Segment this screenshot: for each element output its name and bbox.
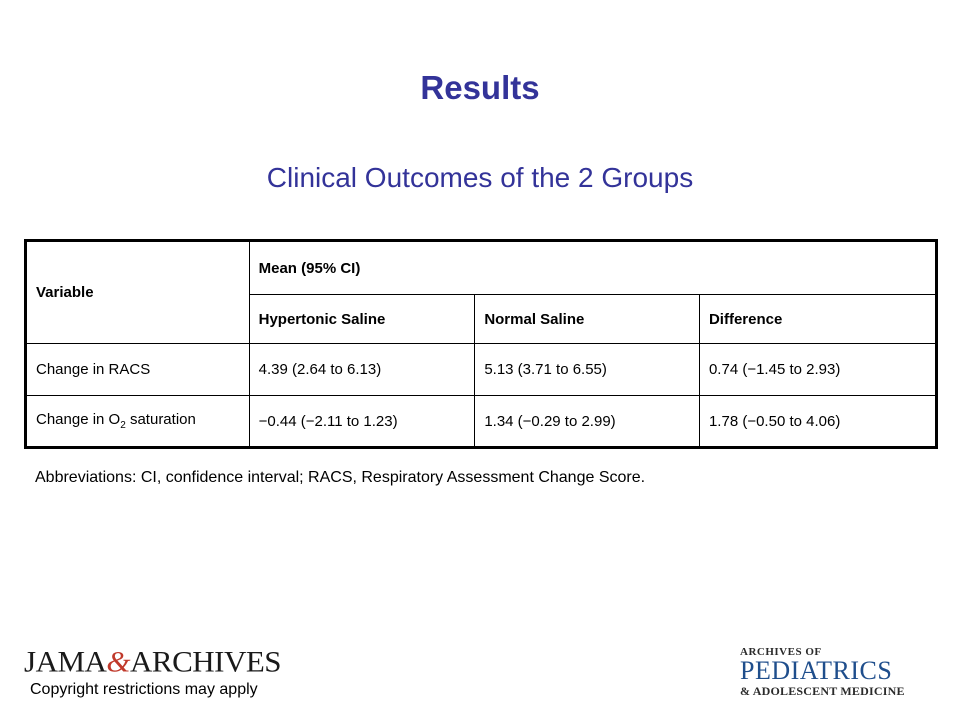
variable-label-rest: saturation bbox=[125, 411, 196, 428]
mean-ci-header: Mean (95% CI) bbox=[248, 240, 938, 295]
table-header-row: Variable Mean (95% CI) bbox=[25, 240, 938, 344]
journal-logo-bottom: & ADOLESCENT MEDICINE bbox=[740, 684, 905, 698]
hypertonic-saline-value: −0.44 (−2.11 to 1.23) bbox=[248, 395, 476, 448]
journal-logo: ARCHIVES OF PEDIATRICS & ADOLESCENT MEDI… bbox=[740, 646, 945, 698]
variable-label: Change in O bbox=[36, 411, 121, 428]
table-subheader-row: Hypertonic Saline Normal Saline Differen… bbox=[26, 294, 938, 344]
slide-subtitle: Clinical Outcomes of the 2 Groups bbox=[266, 162, 694, 193]
column-header-normal-saline: Normal Saline bbox=[474, 294, 700, 344]
copyright-notice: Copyright restrictions may apply bbox=[30, 681, 258, 698]
variable-cell: Change in O2 saturation bbox=[25, 395, 250, 448]
logo-text-archives: ARCHIVES bbox=[130, 645, 282, 679]
difference-value: 1.78 (−0.50 to 4.06) bbox=[698, 395, 938, 448]
hypertonic-saline-value: 4.39 (2.64 to 6.13) bbox=[248, 343, 476, 396]
normal-saline-value: 5.13 (3.71 to 6.55) bbox=[474, 343, 700, 396]
results-table: Variable Mean (95% CI) Hypertonic Saline… bbox=[24, 239, 938, 449]
normal-saline-value: 1.34 (−0.29 to 2.99) bbox=[474, 395, 700, 448]
journal-logo-top: ARCHIVES OF bbox=[740, 646, 822, 658]
variable-label: Change in RACS bbox=[36, 361, 151, 378]
table-row: Change in O2 saturation −0.44 (−2.11 to … bbox=[25, 395, 938, 448]
logo-ampersand: & bbox=[106, 645, 131, 679]
abbreviations-footnote: Abbreviations: CI, confidence interval; … bbox=[35, 469, 646, 486]
table-row: Change in RACS 4.39 (2.64 to 6.13) 5.13 … bbox=[25, 343, 938, 396]
column-header-hypertonic-saline: Hypertonic Saline bbox=[248, 294, 476, 344]
column-header-difference: Difference bbox=[698, 294, 938, 344]
variable-cell: Change in RACS bbox=[25, 343, 250, 396]
journal-logo-middle: PEDIATRICS bbox=[740, 656, 893, 685]
difference-value: 0.74 (−1.45 to 2.93) bbox=[698, 343, 938, 396]
logo-text-jama: JAMA bbox=[24, 645, 107, 679]
slide-title: Results bbox=[420, 69, 540, 106]
variable-header: Variable bbox=[25, 240, 250, 344]
jama-archives-logo: JAMA&ARCHIVES bbox=[24, 645, 282, 679]
variable-subscript: 2 bbox=[120, 420, 126, 431]
